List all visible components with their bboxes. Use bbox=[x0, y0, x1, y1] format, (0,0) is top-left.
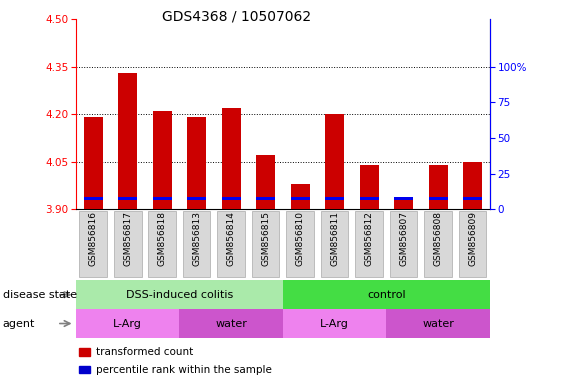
Text: GSM856810: GSM856810 bbox=[296, 211, 305, 266]
Bar bbox=[79, 366, 91, 373]
Bar bbox=[386, 309, 490, 338]
Bar bbox=[394, 197, 413, 200]
Bar bbox=[463, 162, 482, 209]
Bar bbox=[325, 197, 344, 200]
Bar bbox=[180, 309, 283, 338]
Text: GSM856816: GSM856816 bbox=[89, 211, 98, 266]
Bar bbox=[153, 111, 172, 209]
FancyBboxPatch shape bbox=[390, 211, 417, 277]
Bar bbox=[84, 118, 102, 209]
Bar bbox=[283, 280, 490, 309]
Bar bbox=[394, 200, 413, 209]
Text: control: control bbox=[367, 290, 406, 300]
Bar bbox=[428, 197, 448, 200]
Text: water: water bbox=[422, 318, 454, 329]
Text: water: water bbox=[215, 318, 247, 329]
Bar bbox=[118, 197, 137, 200]
Bar bbox=[283, 309, 386, 338]
Bar bbox=[291, 184, 310, 209]
FancyBboxPatch shape bbox=[321, 211, 348, 277]
Text: GSM856815: GSM856815 bbox=[261, 211, 270, 266]
Bar bbox=[256, 197, 275, 200]
FancyBboxPatch shape bbox=[287, 211, 314, 277]
Text: DSS-induced colitis: DSS-induced colitis bbox=[126, 290, 233, 300]
Bar bbox=[76, 309, 180, 338]
Text: GSM856814: GSM856814 bbox=[227, 211, 236, 266]
Text: agent: agent bbox=[3, 318, 35, 329]
Bar bbox=[360, 197, 378, 200]
Text: GSM856808: GSM856808 bbox=[434, 211, 443, 266]
Text: L-Arg: L-Arg bbox=[320, 318, 349, 329]
Bar bbox=[153, 197, 172, 200]
FancyBboxPatch shape bbox=[114, 211, 141, 277]
Text: GSM856811: GSM856811 bbox=[330, 211, 339, 266]
Text: L-Arg: L-Arg bbox=[113, 318, 142, 329]
Bar bbox=[76, 280, 283, 309]
Text: GSM856818: GSM856818 bbox=[158, 211, 167, 266]
FancyBboxPatch shape bbox=[183, 211, 211, 277]
Bar bbox=[187, 197, 206, 200]
Bar bbox=[187, 118, 206, 209]
Text: GSM856813: GSM856813 bbox=[192, 211, 201, 266]
Text: percentile rank within the sample: percentile rank within the sample bbox=[96, 364, 272, 375]
Text: GSM856817: GSM856817 bbox=[123, 211, 132, 266]
Text: GSM856812: GSM856812 bbox=[365, 211, 374, 266]
FancyBboxPatch shape bbox=[252, 211, 279, 277]
Text: transformed count: transformed count bbox=[96, 347, 194, 358]
Bar bbox=[222, 197, 240, 200]
Bar bbox=[222, 108, 240, 209]
Text: disease state: disease state bbox=[3, 290, 77, 300]
Text: GDS4368 / 10507062: GDS4368 / 10507062 bbox=[162, 10, 311, 23]
Bar bbox=[291, 197, 310, 200]
Bar bbox=[79, 349, 91, 356]
FancyBboxPatch shape bbox=[79, 211, 107, 277]
Bar bbox=[325, 114, 344, 209]
Bar bbox=[118, 73, 137, 209]
Text: GSM856807: GSM856807 bbox=[399, 211, 408, 266]
Bar bbox=[84, 197, 102, 200]
Text: GSM856809: GSM856809 bbox=[468, 211, 477, 266]
FancyBboxPatch shape bbox=[459, 211, 486, 277]
Bar bbox=[360, 165, 378, 209]
Bar bbox=[428, 165, 448, 209]
Bar bbox=[463, 197, 482, 200]
FancyBboxPatch shape bbox=[425, 211, 452, 277]
FancyBboxPatch shape bbox=[355, 211, 383, 277]
FancyBboxPatch shape bbox=[217, 211, 245, 277]
Bar bbox=[256, 156, 275, 209]
FancyBboxPatch shape bbox=[149, 211, 176, 277]
